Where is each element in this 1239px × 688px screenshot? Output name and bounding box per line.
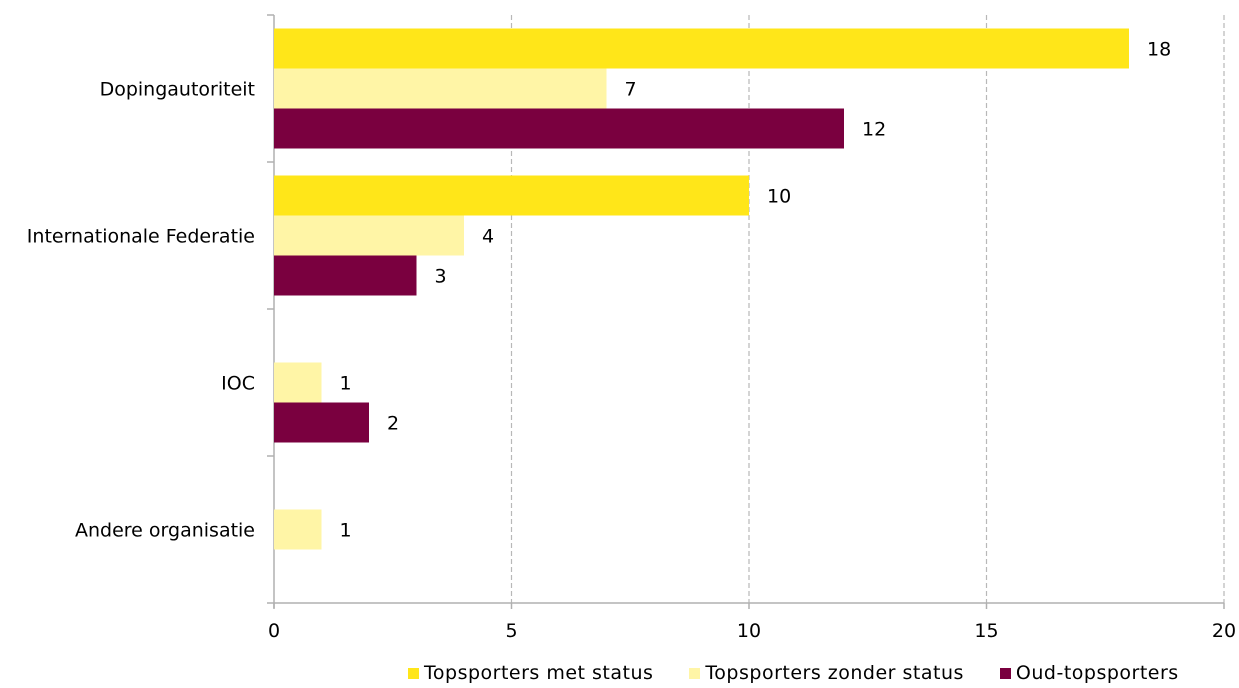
bar bbox=[274, 175, 749, 216]
legend-label: Topsporters zonder status bbox=[705, 662, 964, 684]
x-tick-label: 0 bbox=[268, 620, 280, 642]
bars bbox=[274, 28, 1129, 550]
data-label: 3 bbox=[435, 266, 447, 288]
category-label: IOC bbox=[221, 373, 255, 395]
data-label: 1 bbox=[340, 520, 352, 542]
bar bbox=[274, 255, 417, 296]
x-tick-label: 15 bbox=[974, 620, 998, 642]
category-labels: Dopingautoriteit Internationale Federatie… bbox=[27, 79, 255, 542]
data-label: 4 bbox=[482, 226, 494, 248]
data-label: 2 bbox=[387, 413, 399, 435]
grid-lines bbox=[510, 15, 1225, 603]
bar bbox=[274, 362, 322, 403]
data-label: 1 bbox=[340, 373, 352, 395]
category-label: Internationale Federatie bbox=[27, 226, 255, 248]
legend-item-series-0: Topsporters met status bbox=[408, 662, 653, 684]
legend-swatch bbox=[999, 667, 1011, 679]
bar bbox=[274, 402, 369, 443]
legend-label: Oud-topsporters bbox=[1015, 662, 1179, 684]
bar bbox=[274, 28, 1129, 69]
bar bbox=[274, 68, 607, 109]
x-tick-label: 10 bbox=[737, 620, 761, 642]
x-tick-label: 20 bbox=[1212, 620, 1236, 642]
category-label: Dopingautoriteit bbox=[100, 79, 255, 101]
legend-swatch bbox=[689, 667, 701, 679]
legend-item-series-2: Oud-topsporters bbox=[999, 662, 1179, 684]
bar bbox=[274, 509, 322, 550]
legend: Topsporters met status Topsporters zonde… bbox=[408, 662, 1179, 684]
data-label: 10 bbox=[767, 186, 791, 208]
x-tick-label: 5 bbox=[505, 620, 517, 642]
data-label: 7 bbox=[625, 79, 637, 101]
legend-swatch bbox=[408, 667, 419, 679]
legend-label: Topsporters met status bbox=[424, 662, 654, 684]
bar bbox=[274, 108, 844, 149]
category-label: Andere organisatie bbox=[75, 520, 255, 542]
data-label: 12 bbox=[862, 119, 886, 141]
bar bbox=[274, 215, 464, 256]
data-label: 18 bbox=[1147, 39, 1171, 61]
bar-chart: Dopingautoriteit Internationale Federatie… bbox=[27, 14, 1236, 642]
axes bbox=[267, 14, 1225, 609]
x-tick-labels: 0 5 10 15 20 bbox=[268, 620, 1236, 642]
legend-item-series-1: Topsporters zonder status bbox=[689, 662, 963, 684]
